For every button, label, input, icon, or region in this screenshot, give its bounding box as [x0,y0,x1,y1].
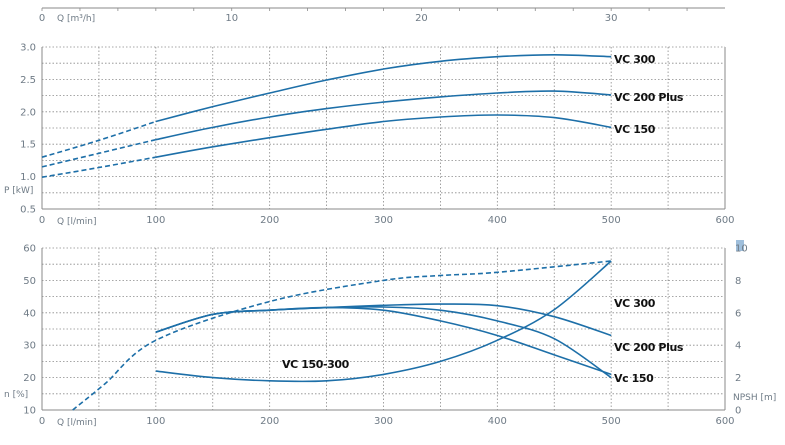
curve-label: VC 200 Plus [614,91,684,104]
y2-tick-label: 2 [735,373,741,384]
y-tick-label: 60 [23,244,36,255]
x-tick-label: 500 [602,215,621,226]
x-tick-label: 600 [715,215,734,226]
y-tick-label: 40 [23,308,36,319]
curve-2 [155,114,612,158]
curve-label: Vc 150 [614,372,654,385]
x-tick-label: 600 [715,416,734,427]
y-axis-label: P [kW] [4,186,33,196]
curve-dashed-0 [41,120,157,158]
y2-tick-label: 0 [735,406,741,417]
curve-label: VC 300 [614,297,656,310]
curve-1 [155,90,612,141]
npsh-curve-label: VC 150-300 [282,358,350,371]
y-tick-label: 2.0 [20,107,36,118]
y2-tick-label: 8 [735,276,741,287]
y2-axis-label: NPSH [m] [733,393,776,403]
top-axis-tick-label: 30 [605,13,618,24]
y-tick-label: 20 [23,373,36,384]
y-tick-label: 0.5 [20,205,36,216]
y-tick-label: 30 [23,341,36,352]
x-tick-label: 100 [146,215,165,226]
y-tick-label: 3.0 [20,43,36,54]
x-tick-label: 400 [488,215,507,226]
y-tick-label: 1.0 [20,172,36,183]
top-axis-tick-label: 10 [225,13,238,24]
y-axis-label: n [%] [4,390,28,400]
y-tick-label: 2.5 [20,75,36,86]
y2-tick-highlight [736,240,744,251]
x-tick-label: 300 [374,215,393,226]
curve-dashed-1 [41,138,156,168]
x-tick-label: 100 [146,416,165,427]
x-tick-label: 0 [39,416,45,427]
top-axis-tick-label: 20 [415,13,428,24]
y-tick-label: 50 [23,276,36,287]
top-axis-tick-label: 0 [39,13,45,24]
dashed-curve [72,260,612,411]
curve-label: VC 150 [614,123,656,136]
y2-tick-label: 6 [735,308,741,319]
y-tick-label: 10 [23,406,36,417]
curve-label: VC 300 [614,53,656,66]
x-axis-label: Q [l/min] [57,418,96,428]
x-tick-label: 300 [374,416,393,427]
x-tick-label: 500 [602,416,621,427]
x-tick-label: 0 [39,215,45,226]
top-axis-label: Q [m³/h] [57,14,95,24]
curve-0 [155,53,612,123]
curve-dashed-2 [41,156,156,178]
x-axis-label: Q [l/min] [57,217,96,227]
x-tick-label: 200 [260,416,279,427]
x-tick-label: 200 [260,215,279,226]
y2-tick-label: 4 [735,341,741,352]
top-axis: 0 10 20 30 Q [m³/h] [39,7,725,24]
x-tick-label: 400 [488,416,507,427]
power-panel: 0.5 1.0 1.5 2.0 2.5 3.0 0 100 200 300 400 500 600 Q [… [4,43,735,228]
npsh-curve [155,260,612,383]
y2-tick-label: 10 [735,244,748,255]
curve-label: VC 200 Plus [614,341,684,354]
y-tick-label: 1.5 [20,140,36,151]
